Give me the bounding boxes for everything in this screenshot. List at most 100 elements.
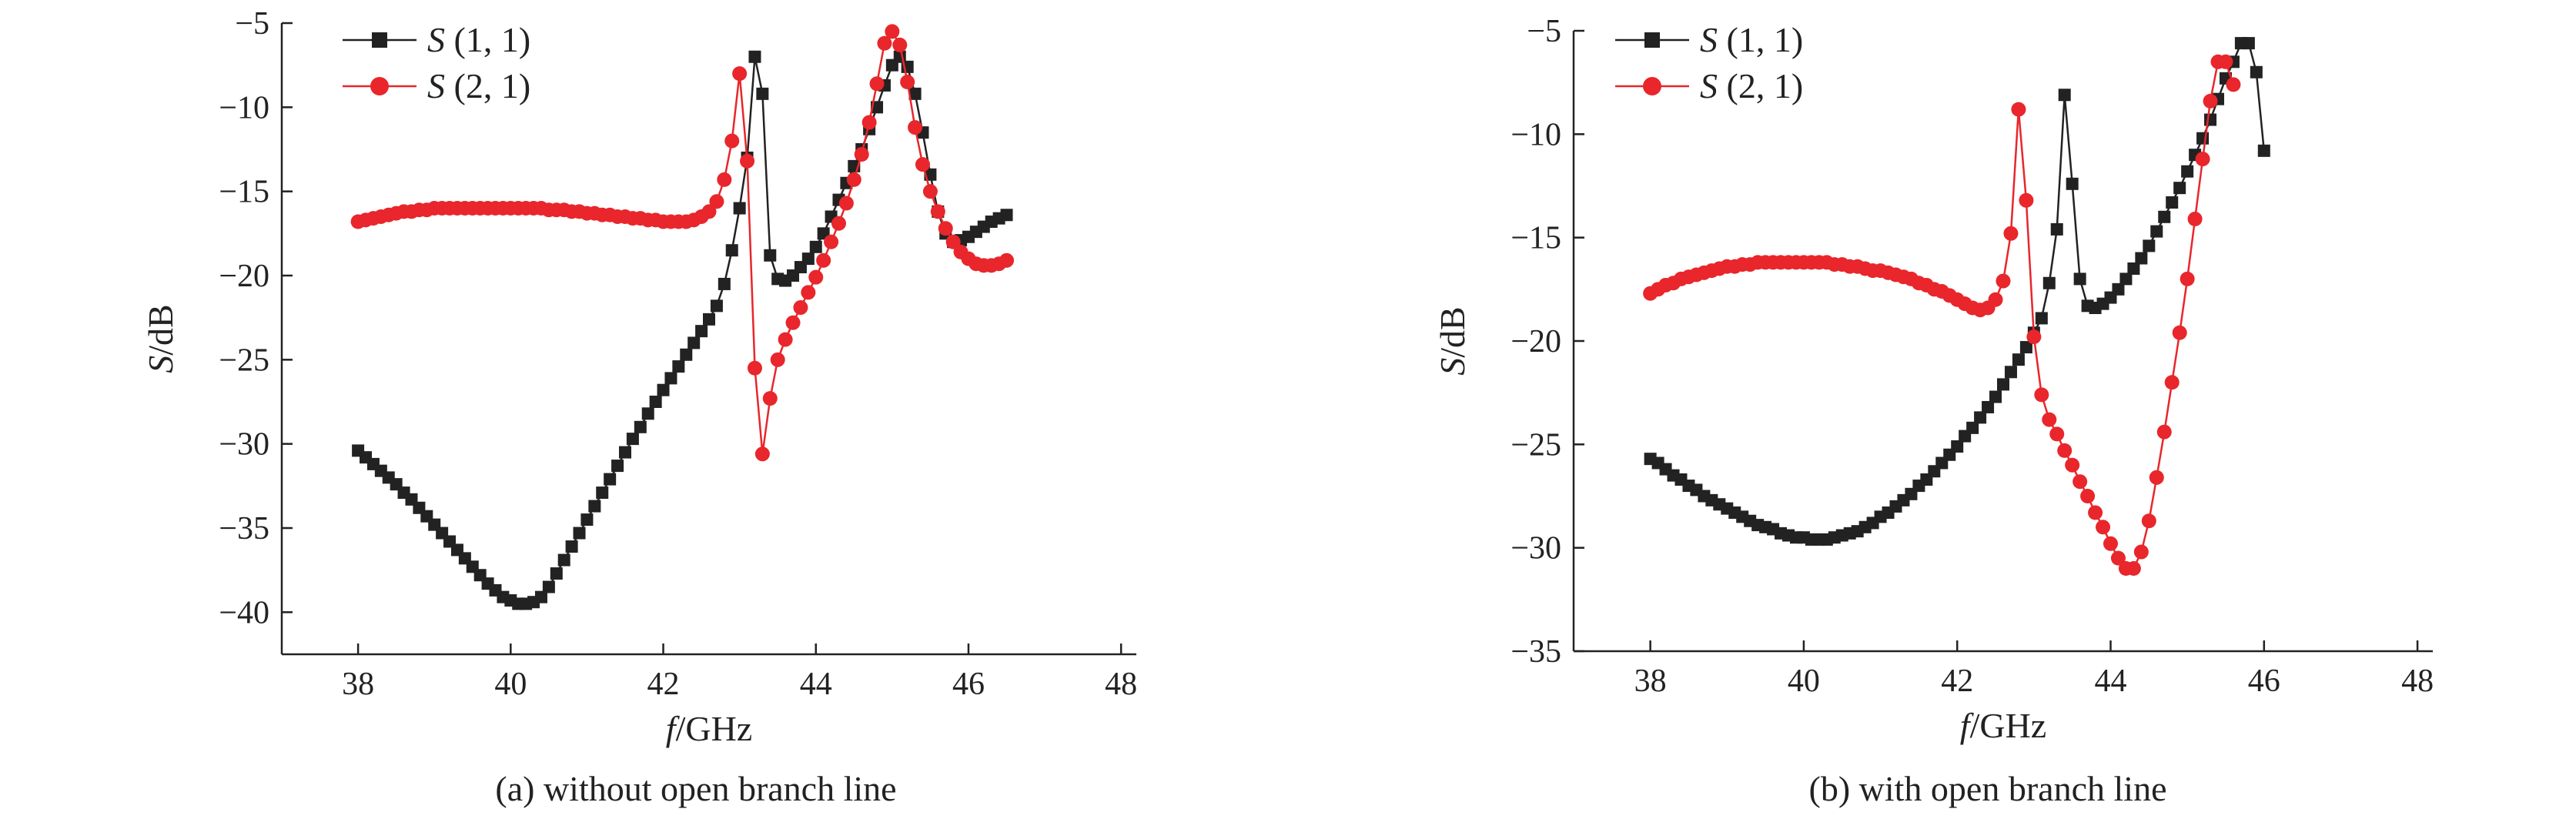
x-tick-label: 40 — [1788, 664, 1820, 699]
data-point — [2042, 276, 2056, 289]
data-point — [565, 540, 578, 553]
data-point — [709, 194, 724, 209]
y-axis-title: S/dB — [1433, 306, 1472, 375]
data-point — [701, 204, 717, 219]
data-point — [2035, 312, 2048, 325]
data-point — [2126, 561, 2141, 577]
data-point — [2065, 457, 2080, 473]
data-point — [770, 352, 785, 367]
x-axis-title: f/GHz — [1960, 706, 2046, 745]
x-tick-label: 48 — [2401, 664, 2434, 699]
data-point — [634, 420, 647, 433]
data-point — [641, 407, 654, 420]
data-point — [2003, 226, 2019, 241]
data-point — [915, 157, 930, 172]
data-point — [740, 153, 755, 169]
chart-panel-a: −40 −35 −30 −25 −20 −15 −10 −5 38 40 42 44 46 48 f/GHz… — [141, 6, 1137, 808]
series-line — [1650, 42, 2266, 541]
data-point — [2103, 536, 2118, 551]
data-point — [1951, 440, 1964, 453]
data-point — [869, 76, 885, 92]
data-point — [2187, 211, 2203, 226]
x-tick-label: 44 — [800, 667, 832, 702]
data-point — [1997, 378, 2009, 391]
x-tick-label: 46 — [952, 667, 985, 702]
data-point — [695, 325, 708, 338]
data-point — [2141, 513, 2156, 529]
data-point — [2204, 113, 2217, 126]
y-tick-label: −5 — [235, 6, 269, 42]
data-point — [1974, 411, 1987, 424]
y-tick-label: −40 — [219, 595, 269, 630]
data-point — [2119, 272, 2133, 286]
data-point — [846, 172, 861, 187]
data-point — [861, 115, 877, 130]
legend-label: S (1, 1) — [1700, 20, 1803, 59]
y-tick-label: −10 — [219, 90, 269, 125]
data-point — [785, 315, 801, 330]
data-point — [908, 120, 923, 135]
legend-label: S (1, 1) — [427, 20, 530, 59]
data-point — [816, 252, 831, 268]
data-point — [754, 446, 770, 462]
data-point — [809, 240, 822, 253]
data-point — [2172, 325, 2187, 340]
data-point — [664, 372, 677, 385]
data-point — [756, 87, 769, 100]
data-point — [999, 252, 1015, 268]
data-point — [557, 553, 570, 567]
data-point — [588, 500, 601, 513]
x-axis-title: f/GHz — [666, 709, 752, 748]
data-point — [831, 216, 846, 231]
data-point — [2066, 177, 2079, 190]
data-point — [703, 313, 715, 326]
data-point — [2049, 426, 2065, 442]
data-point — [732, 66, 748, 82]
x-tick-label: 42 — [1941, 664, 1973, 699]
x-tick-label: 38 — [342, 667, 374, 702]
data-point — [1996, 273, 2011, 289]
data-point — [2250, 65, 2263, 79]
data-point — [2080, 489, 2096, 503]
y-tick-label: −35 — [219, 511, 269, 547]
data-point — [747, 360, 762, 376]
y-tick-label: −25 — [1510, 427, 1561, 463]
data-point — [1982, 400, 1995, 413]
data-point — [550, 567, 563, 580]
figure-caption: (b) with open branch line — [1809, 769, 2167, 808]
y-tick-label: −20 — [219, 259, 269, 294]
x-tick-label: 40 — [494, 667, 527, 702]
data-point — [877, 35, 892, 51]
data-point — [838, 196, 854, 211]
data-point — [1989, 390, 2002, 403]
data-point — [2112, 282, 2125, 296]
y-axis-title: S/dB — [141, 304, 180, 373]
data-point — [2019, 341, 2032, 354]
data-point — [2150, 225, 2163, 238]
data-point — [908, 87, 922, 100]
data-point — [2158, 210, 2171, 223]
data-point — [778, 332, 793, 347]
data-point — [573, 526, 586, 540]
data-point — [2019, 192, 2034, 208]
legend-label: S (2, 1) — [427, 66, 530, 105]
legend-marker — [1643, 77, 1661, 95]
data-point — [922, 184, 938, 199]
data-point — [1000, 209, 1013, 222]
y-tick-label: −15 — [1510, 221, 1561, 256]
legend-label: S (2, 1) — [1700, 66, 1803, 105]
data-point — [733, 202, 746, 215]
data-point — [2195, 152, 2210, 167]
data-point — [2203, 93, 2218, 109]
data-point — [2004, 366, 2017, 379]
data-point — [534, 590, 547, 603]
data-point — [2226, 77, 2241, 92]
data-point — [2196, 132, 2210, 145]
data-point — [748, 50, 761, 63]
y-tick-label: −5 — [1527, 14, 1561, 49]
data-point — [801, 285, 816, 300]
data-point — [2011, 102, 2026, 117]
data-point — [672, 360, 685, 373]
data-point — [611, 460, 624, 473]
